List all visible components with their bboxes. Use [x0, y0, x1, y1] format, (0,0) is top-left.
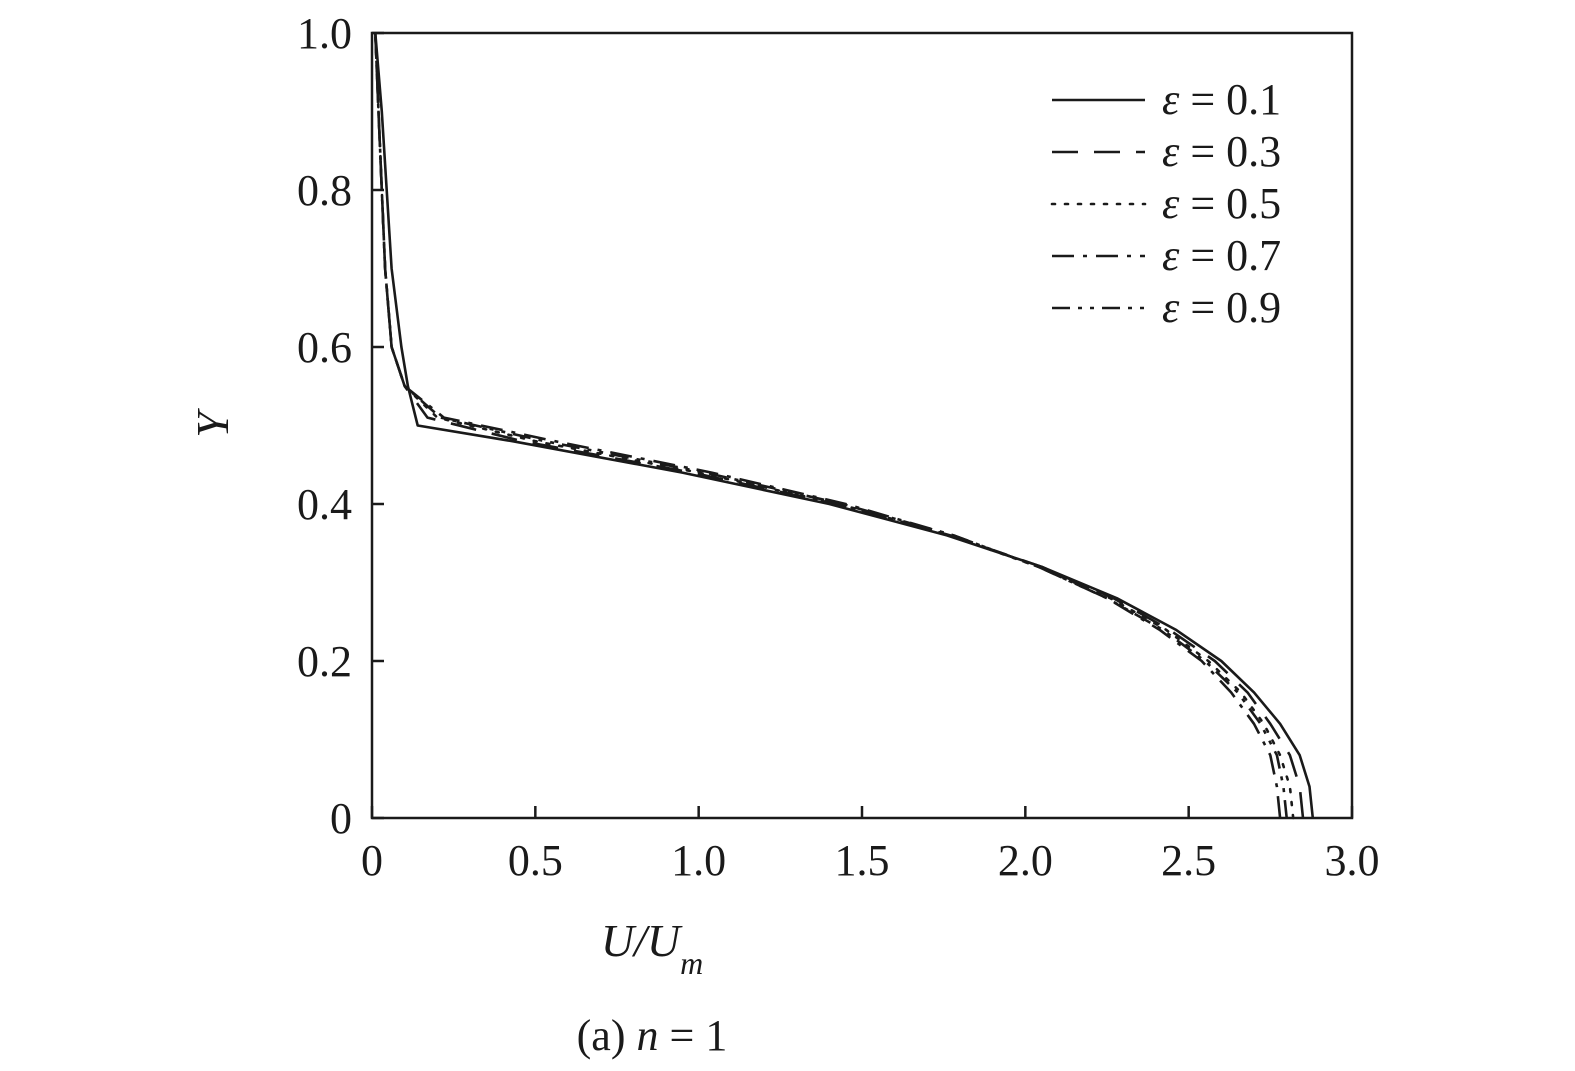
figure-caption: (a) n = 1 — [577, 1011, 728, 1060]
series-line-3 — [374, 31, 1295, 820]
y-tick-label: 0.8 — [297, 166, 352, 215]
legend-value: = 0.3 — [1179, 127, 1281, 176]
caption-variable: n — [637, 1011, 659, 1060]
x-tick-label: 0 — [361, 836, 383, 885]
x-tick-label: 2.5 — [1161, 836, 1216, 885]
x-axis-title-subscript: m — [680, 945, 703, 981]
legend-symbol: ε — [1162, 231, 1180, 280]
y-axis-title-group: Y — [187, 408, 238, 438]
legend-symbol: ε — [1162, 283, 1180, 332]
y-axis: 0 0.2 0.4 0.6 0.8 1.0 — [297, 9, 384, 843]
x-tick-label: 1.0 — [671, 836, 726, 885]
series-line-5 — [374, 32, 1288, 819]
y-tick-label: 0 — [330, 794, 352, 843]
legend-label: ε = 0.1 — [1162, 75, 1281, 124]
legend-value: = 0.5 — [1179, 179, 1281, 228]
legend-label: ε = 0.7 — [1162, 231, 1281, 280]
x-tick-label: 1.5 — [835, 836, 890, 885]
series-lines — [374, 31, 1315, 820]
legend-label: ε = 0.9 — [1162, 283, 1281, 332]
legend-label: ε = 0.3 — [1162, 127, 1281, 176]
legend: ε = 0.1ε = 0.3ε = 0.5ε = 0.7ε = 0.9 — [1050, 75, 1281, 332]
legend-label: ε = 0.5 — [1162, 179, 1281, 228]
legend-value: = 0.7 — [1179, 231, 1281, 280]
legend-value: = 0.9 — [1179, 283, 1281, 332]
x-tick-label: 0.5 — [508, 836, 563, 885]
y-tick-label: 1.0 — [297, 9, 352, 58]
series-line-4 — [374, 32, 1282, 819]
y-tick-label: 0.2 — [297, 637, 352, 686]
x-axis-title-main: U/U — [601, 915, 683, 966]
x-axis: 0 0.5 1.0 1.5 2.0 2.5 3.0 — [361, 806, 1380, 885]
x-tick-label: 3.0 — [1325, 836, 1380, 885]
caption-rest: = 1 — [659, 1011, 728, 1060]
y-axis-title: Y — [187, 408, 238, 438]
x-tick-label: 2.0 — [998, 836, 1053, 885]
legend-symbol: ε — [1162, 179, 1180, 228]
plot-area: 0 0.5 1.0 1.5 2.0 2.5 3.0 0 0.2 0.4 0.6 0.8 1.0 — [297, 9, 1380, 885]
y-tick-label: 0.6 — [297, 323, 352, 372]
series-line-1 — [374, 32, 1315, 819]
y-tick-label: 0.4 — [297, 480, 352, 529]
caption-prefix: (a) — [577, 1011, 637, 1060]
legend-symbol: ε — [1162, 127, 1180, 176]
legend-value: = 0.1 — [1179, 75, 1281, 124]
series-line-2 — [374, 32, 1305, 819]
legend-symbol: ε — [1162, 75, 1180, 124]
x-axis-title: U/Um — [601, 915, 703, 981]
